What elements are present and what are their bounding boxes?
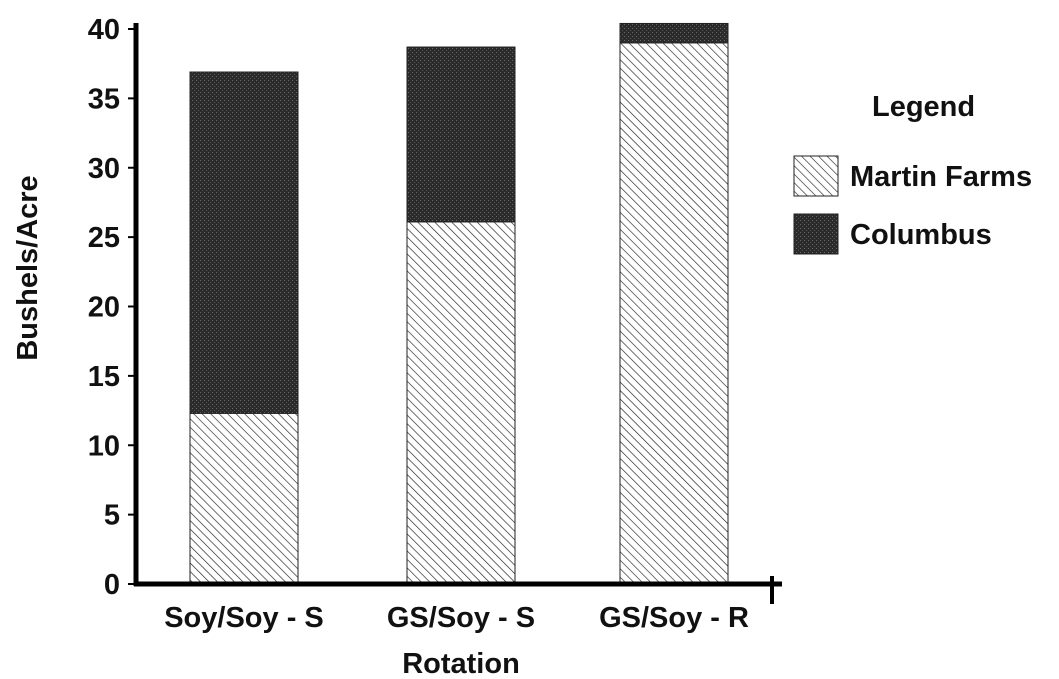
bar-martin-farms-0: [189, 412, 299, 585]
legend-title: Legend: [872, 91, 975, 123]
y-tick-label: 10: [88, 430, 120, 462]
x-tick-label: GS/Soy - R: [599, 602, 749, 634]
y-tick-label: 40: [88, 14, 120, 46]
y-axis-title: Bushels/Acre: [12, 175, 44, 360]
y-tick-label: 0: [104, 569, 120, 601]
axes-group: 0 5 10 15 20 25 30 35 40 Soy/Soy - S GS/Soy - S GS/…: [12, 14, 782, 679]
bar-columbus-0: [189, 71, 299, 414]
x-tick-label: Soy/Soy - S: [164, 602, 324, 634]
legend-swatch-martin-farms: [793, 155, 839, 197]
bar-martin-farms-2: [619, 42, 729, 585]
y-tick-label: 15: [88, 361, 120, 393]
x-tick-label: GS/Soy - S: [387, 602, 535, 634]
y-tick-label: 5: [104, 500, 120, 532]
legend-swatch-columbus: [793, 213, 839, 255]
bars-group: [189, 22, 729, 585]
y-tick-label: 25: [88, 222, 120, 254]
legend: Legend Martin Farms Columbus: [793, 91, 1032, 255]
y-tick-label: 30: [88, 153, 120, 185]
bar-columbus-2: [619, 22, 729, 44]
y-tick-label: 20: [88, 292, 120, 324]
bar-columbus-1: [406, 46, 516, 223]
legend-label-martin-farms: Martin Farms: [850, 161, 1032, 193]
bar-martin-farms-1: [406, 221, 516, 585]
legend-label-columbus: Columbus: [850, 219, 992, 251]
x-axis-title: Rotation: [402, 648, 520, 679]
y-tick-label: 35: [88, 83, 120, 115]
